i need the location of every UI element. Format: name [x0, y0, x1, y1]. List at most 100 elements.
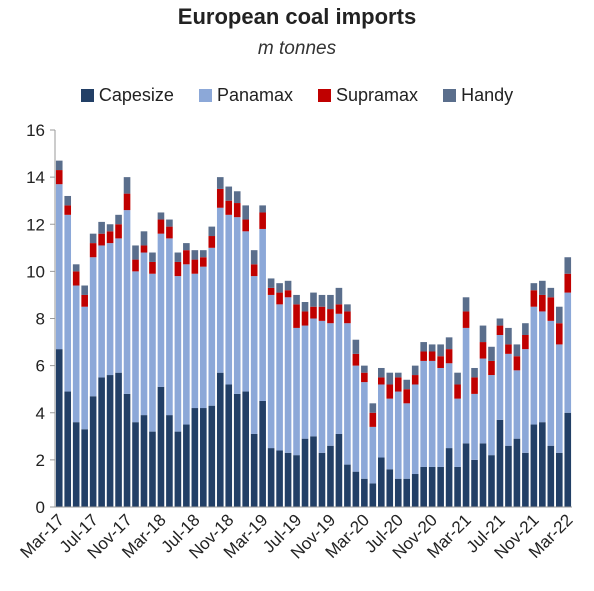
bar-capesize-28 — [293, 455, 300, 507]
bar-handy-60 — [564, 257, 572, 274]
bar-panamax-29 — [301, 325, 309, 439]
bar-capesize-13 — [166, 415, 173, 507]
bar-panamax-17 — [200, 266, 207, 409]
bar-capesize-16 — [191, 408, 199, 507]
bar-handy-48 — [462, 297, 470, 312]
legend-swatch-supramax — [318, 89, 332, 102]
bar-panamax-40 — [394, 391, 402, 479]
bar-capesize-35 — [352, 471, 360, 507]
bar-capesize-38 — [378, 457, 385, 507]
bar-capesize-23 — [250, 433, 258, 507]
bar-supramax-59 — [555, 323, 563, 345]
bar-panamax-48 — [462, 327, 470, 444]
bar-panamax-19 — [216, 207, 224, 373]
bar-handy-38 — [378, 367, 385, 378]
bar-supramax-44 — [428, 351, 436, 361]
bar-panamax-2 — [72, 285, 80, 423]
bar-capesize-7 — [115, 372, 122, 507]
bar-panamax-44 — [428, 360, 436, 467]
bar-capesize-17 — [200, 408, 207, 507]
bar-capesize-46 — [445, 448, 453, 507]
bar-supramax-29 — [301, 311, 309, 326]
bar-capesize-6 — [106, 375, 114, 507]
bar-handy-44 — [428, 344, 436, 352]
bar-handy-55 — [522, 323, 529, 335]
legend-item-supramax: Supramax — [318, 85, 418, 106]
bar-supramax-50 — [479, 342, 487, 359]
bar-capesize-18 — [208, 405, 216, 507]
bar-supramax-22 — [242, 219, 249, 232]
bar-panamax-13 — [166, 238, 173, 416]
bar-supramax-26 — [276, 292, 283, 305]
bar-supramax-18 — [208, 236, 216, 248]
bar-panamax-27 — [284, 297, 292, 453]
bar-panamax-46 — [445, 363, 453, 449]
bar-handy-49 — [471, 367, 478, 378]
bar-supramax-36 — [361, 372, 368, 383]
bar-handy-15 — [183, 243, 190, 251]
bar-handy-33 — [335, 287, 343, 305]
bar-supramax-6 — [106, 231, 114, 244]
bar-panamax-41 — [403, 403, 411, 479]
bar-handy-17 — [200, 250, 207, 258]
bar-handy-3 — [81, 285, 88, 295]
bar-supramax-42 — [411, 375, 419, 385]
bar-panamax-33 — [335, 313, 343, 434]
bar-capesize-8 — [123, 393, 131, 507]
bar-handy-43 — [420, 342, 427, 352]
bar-supramax-49 — [471, 377, 478, 394]
bar-supramax-40 — [394, 377, 402, 392]
bar-capesize-14 — [174, 431, 182, 507]
bar-capesize-24 — [259, 400, 266, 507]
bar-panamax-35 — [352, 365, 360, 472]
bar-supramax-48 — [462, 311, 470, 328]
bar-handy-11 — [149, 252, 156, 262]
bar-capesize-40 — [394, 478, 402, 507]
bar-supramax-43 — [420, 351, 427, 361]
bar-handy-26 — [276, 283, 283, 293]
bar-capesize-44 — [428, 466, 436, 507]
bar-panamax-12 — [157, 233, 165, 387]
bar-handy-53 — [505, 327, 512, 345]
bar-capesize-19 — [216, 372, 224, 507]
bar-panamax-47 — [454, 398, 461, 467]
bar-panamax-52 — [496, 334, 504, 420]
legend-swatch-panamax — [198, 89, 212, 102]
bar-handy-57 — [539, 280, 546, 295]
bar-capesize-51 — [488, 455, 495, 507]
bar-handy-22 — [242, 205, 249, 220]
bar-handy-30 — [310, 292, 317, 307]
bar-panamax-18 — [208, 247, 216, 406]
bar-handy-14 — [174, 252, 182, 262]
bar-handy-50 — [479, 325, 487, 343]
bar-panamax-31 — [318, 320, 326, 453]
bar-panamax-55 — [522, 349, 529, 453]
bar-panamax-5 — [98, 245, 105, 378]
bar-supramax-7 — [115, 224, 122, 239]
bar-handy-16 — [191, 250, 199, 260]
bar-capesize-9 — [132, 422, 139, 507]
bar-capesize-4 — [89, 396, 97, 507]
bar-capesize-58 — [547, 445, 555, 507]
bar-capesize-52 — [496, 419, 504, 507]
bar-supramax-47 — [454, 384, 461, 399]
bar-panamax-38 — [378, 384, 385, 458]
bar-capesize-53 — [505, 445, 512, 507]
bar-supramax-46 — [445, 349, 453, 364]
bar-supramax-55 — [522, 334, 529, 350]
bar-panamax-39 — [386, 398, 394, 470]
bar-panamax-9 — [132, 271, 139, 423]
bar-capesize-27 — [284, 452, 292, 507]
legend-label-panamax: Panamax — [216, 85, 293, 105]
bar-supramax-11 — [149, 261, 156, 274]
y-tick-label: 10 — [26, 262, 45, 281]
y-tick-label: 16 — [26, 121, 45, 140]
bar-capesize-31 — [318, 452, 326, 507]
bar-supramax-2 — [72, 271, 80, 286]
y-tick-label: 6 — [36, 357, 45, 376]
bar-capesize-39 — [386, 469, 394, 507]
bar-handy-1 — [64, 195, 72, 206]
bar-supramax-14 — [174, 261, 182, 277]
bar-panamax-6 — [106, 243, 114, 376]
bar-handy-59 — [555, 306, 563, 324]
